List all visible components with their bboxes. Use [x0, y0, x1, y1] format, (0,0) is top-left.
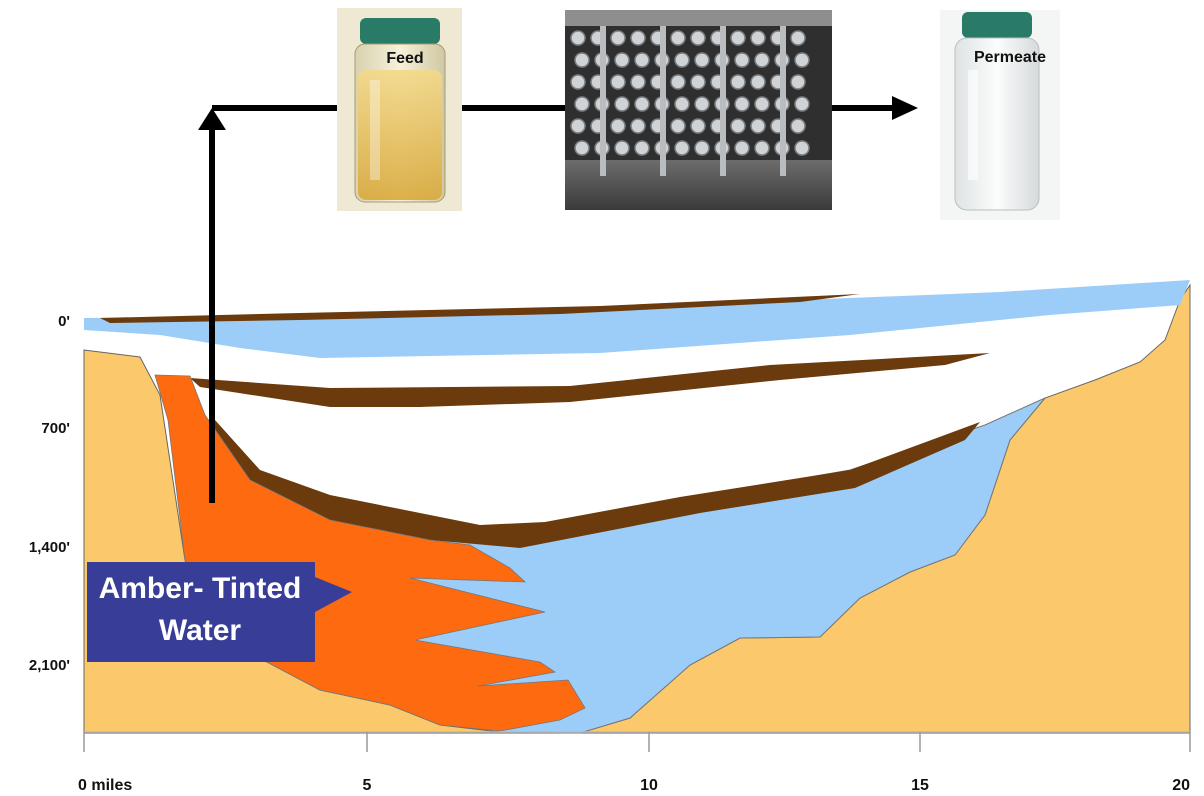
distance-label: 20 [1172, 777, 1190, 794]
distance-label: 0 miles [78, 777, 132, 794]
confining-layer-3 [205, 420, 980, 548]
x-axis-labels: 0 miles 5 10 15 20 [78, 777, 1190, 794]
y-axis-labels: 0' 700' 1,400' 2,100' [29, 313, 70, 674]
depth-label: 0' [58, 313, 70, 330]
depth-label: 2,100' [29, 657, 70, 674]
distance-label: 10 [640, 777, 658, 794]
confining-layer-2 [190, 353, 990, 407]
x-axis-ticks [83, 732, 1191, 752]
depth-label: 1,400' [29, 539, 70, 556]
depth-label: 700' [41, 420, 70, 437]
treatment-plant-icon [565, 10, 832, 210]
permeate-jar-icon [940, 10, 1060, 220]
amber-water-callout: Amber- Tinted Water [87, 562, 352, 662]
flow-arrow-head [892, 96, 918, 120]
distance-label: 15 [911, 777, 929, 794]
callout-line-1: Amber- Tinted [99, 572, 302, 605]
permeate-label: Permeate [974, 49, 1046, 66]
upper-aquifer [84, 280, 1190, 358]
callout-line-2: Water [159, 614, 242, 647]
distance-label: 5 [363, 777, 372, 794]
well-arrow-head [198, 108, 226, 130]
feed-jar-icon [337, 8, 462, 211]
feed-label: Feed [386, 50, 423, 67]
confining-layer-1 [100, 294, 860, 323]
